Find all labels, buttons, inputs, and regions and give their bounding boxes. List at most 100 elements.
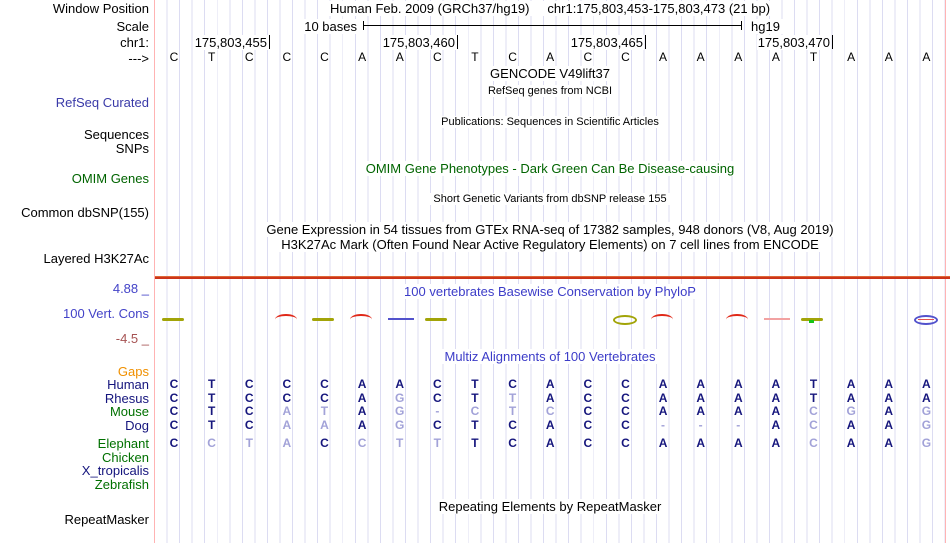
align-letter: G [921,418,932,432]
align-letter: A [357,391,367,405]
conservation-wiggle [613,315,638,325]
conservation-wiggle [726,314,749,325]
align-letter: T [471,436,479,450]
align-letter: A [320,418,329,432]
base-letter: C [508,50,517,64]
align-letter: C [357,436,367,450]
track-label-column: Window Position Scale chr1: ---> RefSeq Cura… [0,0,152,543]
species-label-x_tropicalis[interactable]: X_tropicalis [81,463,149,478]
center-text-gtex-title[interactable]: Gene Expression in 54 tissues from GTEx … [155,221,945,239]
track-label-common-dbsnp[interactable]: Common dbSNP(155) [21,205,149,220]
align-letter: C [169,404,179,418]
species-label-mouse[interactable]: Mouse [109,404,149,419]
dbsnp-subtitle-text[interactable]: Short Genetic Variants from dbSNP releas… [429,193,671,205]
track-label-layered-h3k27ac[interactable]: Layered H3K27Ac [43,251,149,266]
align-letter: C [583,377,593,391]
center-text-h3k27ac-title[interactable]: H3K27Ac Mark (Often Found Near Active Re… [155,236,945,254]
align-letter: T [207,391,216,405]
align-letter: A [884,391,894,405]
track-label-omim-genes[interactable]: OMIM Genes [71,171,149,186]
align-letter: C [432,391,442,405]
coordinate-tick [645,35,646,49]
align-letter: C [244,377,254,391]
center-text-phylop-title[interactable]: 100 vertebrates Basewise Conservation by… [155,283,945,301]
align-letter: C [809,418,818,432]
species-label-chicken[interactable]: Chicken [102,450,149,465]
align-letter: A [846,391,856,405]
species-label-gaps[interactable]: Gaps [117,364,149,379]
align-letter: G [921,436,932,450]
center-text-multiz-title[interactable]: Multiz Alignments of 100 Vertebrates [155,348,945,366]
base-letter: C [169,50,179,64]
align-letter: C [583,436,593,450]
species-label-rhesus[interactable]: Rhesus [104,391,149,406]
base-letter: C [320,50,329,64]
conservation-wiggle [801,318,824,323]
align-letter: A [282,436,292,450]
align-letter: C [545,404,555,418]
align-letter: C [583,391,593,405]
coordinate-text: 175,803,470 [756,35,831,50]
gtex-title-text[interactable]: Gene Expression in 54 tissues from GTEx … [262,222,838,237]
track-label-refseq-curated[interactable]: RefSeq Curated [55,95,149,110]
center-text-publications-title[interactable]: Publications: Sequences in Scientific Ar… [155,112,945,130]
center-text-repeatmasker-title[interactable]: Repeating Elements by RepeatMasker [155,498,945,516]
track-label-sequences[interactable]: Sequences [83,127,149,142]
track-label-repeatmasker[interactable]: RepeatMasker [64,512,149,527]
track-label-vert-cons[interactable]: 100 Vert. Cons [63,306,149,321]
center-text-omim-title[interactable]: OMIM Gene Phenotypes - Dark Green Can Be… [155,160,945,178]
coordinate-label: 175,803,470 [756,35,833,50]
align-letter: G [395,391,405,405]
align-letter: A [846,418,856,432]
align-letter: C [320,377,329,391]
h3k27ac-title-text[interactable]: H3K27Ac Mark (Often Found Near Active Re… [277,237,823,252]
conservation-wiggle [914,315,939,325]
species-label-elephant[interactable]: Elephant [97,436,149,451]
align-letter: A [846,377,856,391]
species-label-dog[interactable]: Dog [125,418,149,433]
base-letter: A [659,50,668,64]
window-position-title: Human Feb. 2009 (GRCh37/hg19) chr1:175,80… [155,1,945,16]
track-label-snps[interactable]: SNPs [115,141,149,156]
publications-title-text[interactable]: Publications: Sequences in Scientific Ar… [437,116,663,128]
align-letter: T [245,436,253,450]
align-letter: A [282,418,292,432]
track-image-area[interactable]: Human Feb. 2009 (GRCh37/hg19) chr1:175,80… [155,0,945,543]
refseq-subtitle-text[interactable]: RefSeq genes from NCBI [483,85,617,97]
align-letter: T [809,377,818,391]
conservation-wiggle [763,318,790,320]
align-letter: - [736,418,741,432]
align-letter: T [207,418,216,432]
center-text-dbsnp-subtitle[interactable]: Short Genetic Variants from dbSNP releas… [155,189,945,207]
gencode-title-text[interactable]: GENCODE V49lift37 [486,66,614,81]
align-letter: G [395,404,405,418]
align-letter: T [433,436,441,450]
species-label-human[interactable]: Human [107,377,149,392]
base-letter: A [847,50,856,64]
align-letter: C [470,404,480,418]
align-letter: A [771,404,781,418]
align-letter: A [884,418,894,432]
align-letter: G [921,404,932,418]
align-letter: C [244,404,254,418]
align-letter: G [395,418,405,432]
center-text-gencode-title[interactable]: GENCODE V49lift37 [155,65,945,83]
align-letter: A [771,391,781,405]
multiz-title-text[interactable]: Multiz Alignments of 100 Vertebrates [440,349,660,364]
center-text-refseq-subtitle[interactable]: RefSeq genes from NCBI [155,81,945,99]
species-label-zebrafish[interactable]: Zebrafish [94,477,149,492]
track-label-strand-arrow[interactable]: ---> [128,51,149,66]
align-letter: C [508,436,517,450]
align-letter: C [621,418,630,432]
phylop-title-text[interactable]: 100 vertebrates Basewise Conservation by… [400,284,700,299]
align-letter: C [621,391,630,405]
omim-title-text[interactable]: OMIM Gene Phenotypes - Dark Green Can Be… [361,161,739,176]
align-letter: C [169,377,179,391]
align-letter: A [658,404,668,418]
align-letter: A [357,418,367,432]
align-letter: A [696,404,705,418]
align-letter: T [471,391,479,405]
conservation-wiggle [349,314,372,325]
repeatmasker-title-text[interactable]: Repeating Elements by RepeatMasker [434,499,666,514]
base-letter: C [282,50,292,64]
